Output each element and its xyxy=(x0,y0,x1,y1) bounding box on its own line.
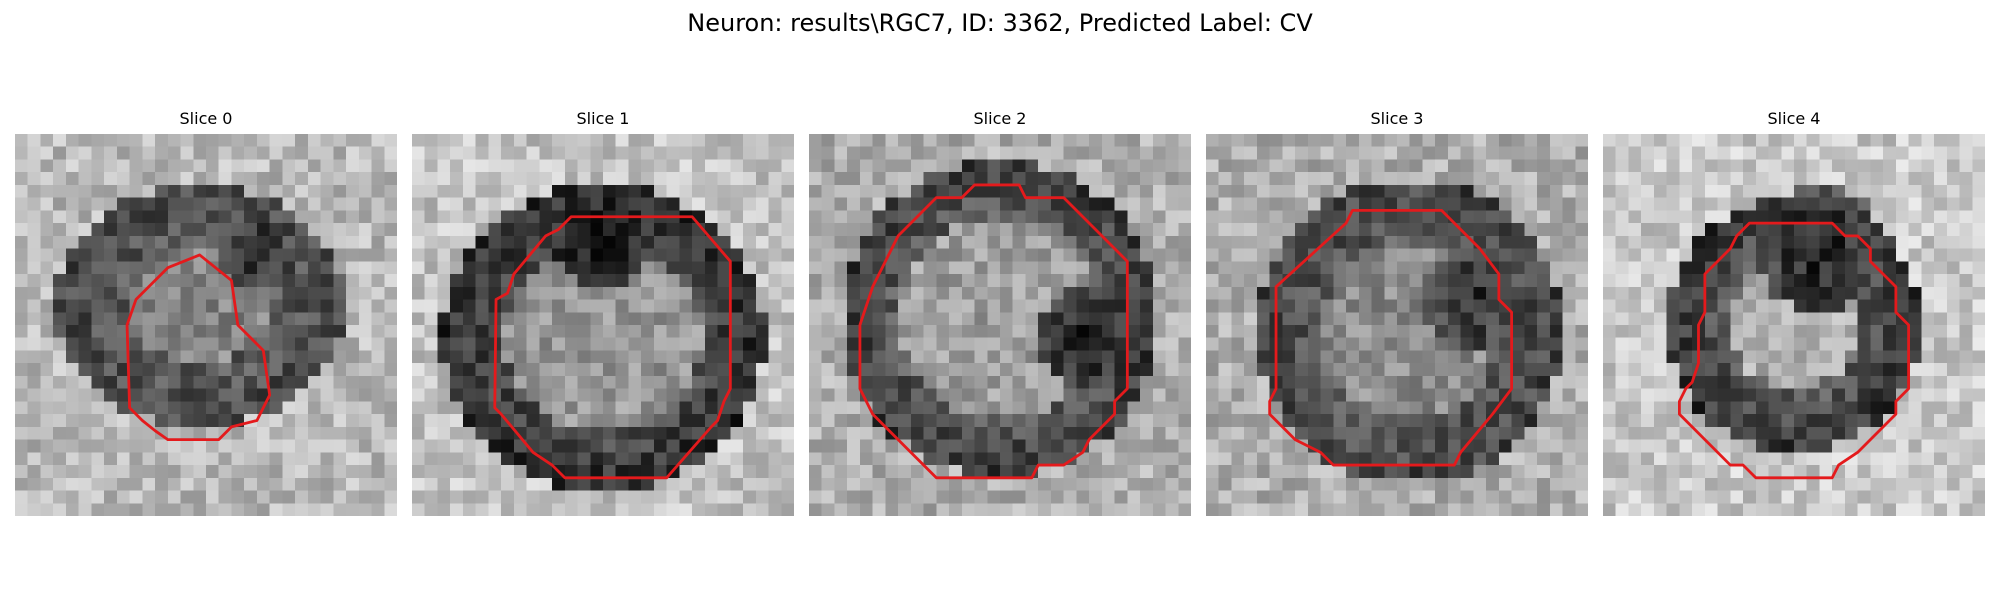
slice-panel-0: Slice 0 xyxy=(15,108,397,516)
segmentation-contour-2 xyxy=(858,183,1129,480)
slice-image-2 xyxy=(809,134,1191,516)
slice-panel-2: Slice 2 xyxy=(809,108,1191,516)
slice-title-0: Slice 0 xyxy=(179,109,233,128)
slice-image-4 xyxy=(1603,134,1985,516)
slice-panel-1: Slice 1 xyxy=(412,108,794,516)
segmentation-contour-0 xyxy=(125,253,272,442)
slice-image-1 xyxy=(412,134,794,516)
slice-title-2: Slice 2 xyxy=(973,109,1027,128)
slice-panel-4: Slice 4 xyxy=(1603,108,1985,516)
slice-title-1: Slice 1 xyxy=(576,109,630,128)
slice-panel-3: Slice 3 xyxy=(1206,108,1588,516)
slice-image-0 xyxy=(15,134,397,516)
segmentation-contour-3 xyxy=(1268,208,1514,467)
segmentation-contour-4 xyxy=(1677,221,1911,480)
slice-title-3: Slice 3 xyxy=(1370,109,1424,128)
figure-title: Neuron: results\RGC7, ID: 3362, Predicte… xyxy=(687,9,1313,37)
slice-image-3 xyxy=(1206,134,1588,516)
segmentation-contour-1 xyxy=(493,215,732,480)
slice-title-4: Slice 4 xyxy=(1767,109,1821,128)
